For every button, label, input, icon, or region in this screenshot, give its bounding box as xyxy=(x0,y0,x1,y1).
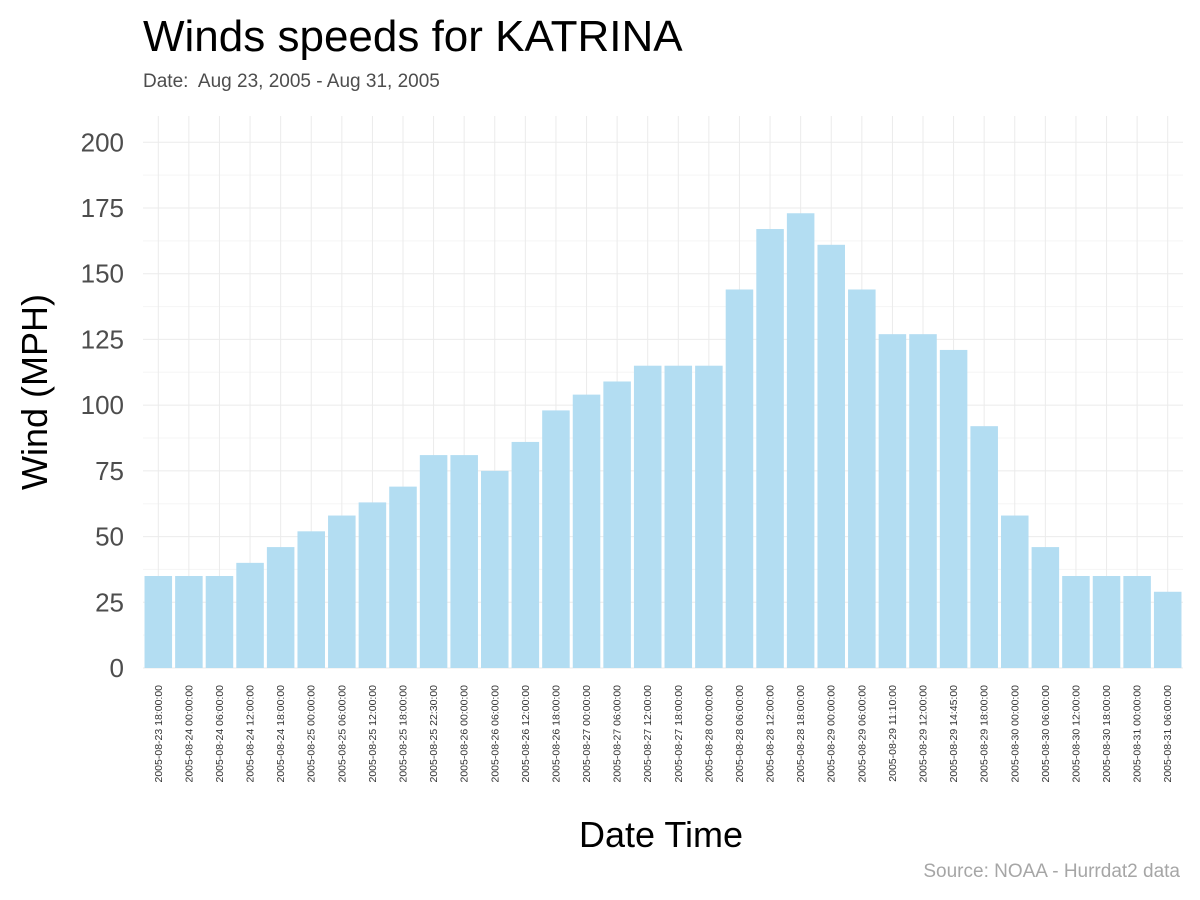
bar xyxy=(633,365,662,668)
x-tick-label: 2005-08-26 12:00:00 xyxy=(520,685,532,783)
bar xyxy=(236,562,264,668)
x-tick-label: 2005-08-28 06:00:00 xyxy=(734,685,746,783)
y-tick-label: 150 xyxy=(81,259,124,289)
bar xyxy=(878,334,907,668)
x-tick-label: 2005-08-30 06:00:00 xyxy=(1040,685,1052,783)
x-tick-label: 2005-08-29 00:00:00 xyxy=(826,685,838,783)
x-tick-label: 2005-08-31 00:00:00 xyxy=(1132,685,1144,783)
bar xyxy=(144,576,173,668)
x-axis-ticks: 2005-08-23 18:00:00 2005-08-24 00:00:00 20… xyxy=(153,685,1174,783)
x-tick-label: 2005-08-24 06:00:00 xyxy=(214,685,226,783)
x-tick-label: 2005-08-30 12:00:00 xyxy=(1070,685,1082,783)
y-axis-ticks: 0 25 50 75 100 125 150 175 200 xyxy=(81,127,124,683)
bar xyxy=(695,365,723,668)
bar xyxy=(358,502,387,668)
bar xyxy=(756,229,784,668)
x-tick-label: 2005-08-26 06:00:00 xyxy=(489,685,501,783)
bar xyxy=(664,365,693,668)
x-tick-label: 2005-08-24 00:00:00 xyxy=(183,685,195,783)
bar xyxy=(205,576,234,668)
x-tick-label: 2005-08-25 06:00:00 xyxy=(336,685,348,783)
bar xyxy=(603,381,631,668)
bar xyxy=(450,455,478,668)
x-tick-label: 2005-08-28 00:00:00 xyxy=(703,685,715,783)
x-tick-label: 2005-08-25 18:00:00 xyxy=(398,685,410,783)
x-tick-label: 2005-08-30 00:00:00 xyxy=(1009,685,1021,783)
bars xyxy=(144,213,1182,669)
x-tick-label: 2005-08-29 14:45:00 xyxy=(948,685,960,783)
y-tick-label: 100 xyxy=(81,390,124,420)
bar xyxy=(725,289,754,668)
bar xyxy=(786,213,815,668)
x-tick-label: 2005-08-31 06:00:00 xyxy=(1162,685,1174,783)
x-tick-label: 2005-08-28 18:00:00 xyxy=(795,685,807,783)
x-tick-label: 2005-08-27 18:00:00 xyxy=(673,685,685,783)
y-tick-label: 50 xyxy=(95,522,124,552)
y-tick-label: 0 xyxy=(110,653,124,683)
y-tick-label: 75 xyxy=(95,456,124,486)
chart-subtitle: Date: Aug 23, 2005 - Aug 31, 2005 xyxy=(143,71,440,92)
bar xyxy=(1153,591,1182,668)
y-tick-label: 125 xyxy=(81,324,124,354)
bar xyxy=(1031,547,1060,668)
x-tick-label: 2005-08-27 06:00:00 xyxy=(612,685,624,783)
x-tick-label: 2005-08-27 00:00:00 xyxy=(581,685,593,783)
bar xyxy=(297,531,325,668)
y-axis-title: Wind (MPH) xyxy=(14,294,55,490)
bar xyxy=(1001,515,1029,668)
x-tick-label: 2005-08-25 00:00:00 xyxy=(306,685,318,783)
bar xyxy=(481,470,509,668)
bar xyxy=(1092,576,1121,668)
bar xyxy=(511,441,540,668)
y-tick-label: 175 xyxy=(81,193,124,223)
x-tick-label: 2005-08-29 06:00:00 xyxy=(856,685,868,783)
bar xyxy=(909,334,937,668)
x-tick-label: 2005-08-27 12:00:00 xyxy=(642,685,654,783)
x-tick-label: 2005-08-25 22:30:00 xyxy=(428,685,440,783)
chart-title: Winds speeds for KATRINA xyxy=(143,12,683,61)
bar xyxy=(1123,576,1151,668)
bar xyxy=(419,455,448,668)
bar xyxy=(542,410,570,668)
bar xyxy=(970,426,998,668)
x-tick-label: 2005-08-28 12:00:00 xyxy=(765,685,777,783)
x-tick-label: 2005-08-29 18:00:00 xyxy=(979,685,991,783)
x-tick-label: 2005-08-24 12:00:00 xyxy=(245,685,257,783)
bar xyxy=(328,515,356,668)
bar xyxy=(266,547,295,668)
bar xyxy=(939,349,968,668)
bar xyxy=(848,289,876,668)
x-tick-label: 2005-08-29 11:10:00 xyxy=(887,685,899,782)
x-tick-label: 2005-08-30 18:00:00 xyxy=(1101,685,1113,783)
x-tick-label: 2005-08-26 18:00:00 xyxy=(550,685,562,783)
x-tick-label: 2005-08-25 12:00:00 xyxy=(367,685,379,783)
bar xyxy=(817,244,845,669)
bar xyxy=(175,576,203,668)
chart-caption: Source: NOAA - Hurrdat2 data xyxy=(923,861,1180,882)
y-tick-label: 25 xyxy=(95,587,124,617)
x-tick-label: 2005-08-26 00:00:00 xyxy=(459,685,471,783)
bar xyxy=(1062,576,1090,668)
y-tick-label: 200 xyxy=(81,127,124,157)
x-axis-title: Date Time xyxy=(579,814,743,855)
x-tick-label: 2005-08-29 12:00:00 xyxy=(918,685,930,783)
bar xyxy=(572,394,601,668)
bar xyxy=(389,486,417,668)
x-tick-label: 2005-08-24 18:00:00 xyxy=(275,685,287,783)
x-tick-label: 2005-08-23 18:00:00 xyxy=(153,685,165,783)
